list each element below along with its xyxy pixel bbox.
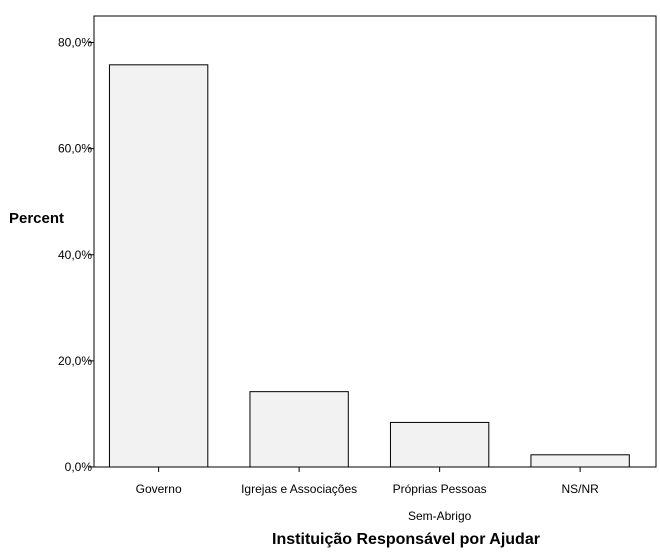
y-tick-label: 20,0% [58,354,92,368]
bar [389,421,490,468]
x-tick-label: Sem-Abrigo [408,509,472,523]
y-axis-label: Percent [9,210,64,227]
plot-area-frame [93,15,657,468]
bar [530,454,630,468]
y-tick-label: 60,0% [58,142,92,156]
bar [108,64,209,468]
bar [249,391,349,468]
y-tick-label: 0,0% [65,460,93,474]
x-tick-label: Igrejas e Associações [241,482,357,496]
x-axis-label: Instituição Responsável por Ajudar [272,531,540,548]
x-tick-label: NS/NR [561,482,599,496]
x-tick-label: Governo [136,482,182,496]
y-tick-label: 40,0% [58,248,92,262]
x-tick-label: Próprias Pessoas [393,482,487,496]
y-tick-label: 80,0% [58,36,92,50]
